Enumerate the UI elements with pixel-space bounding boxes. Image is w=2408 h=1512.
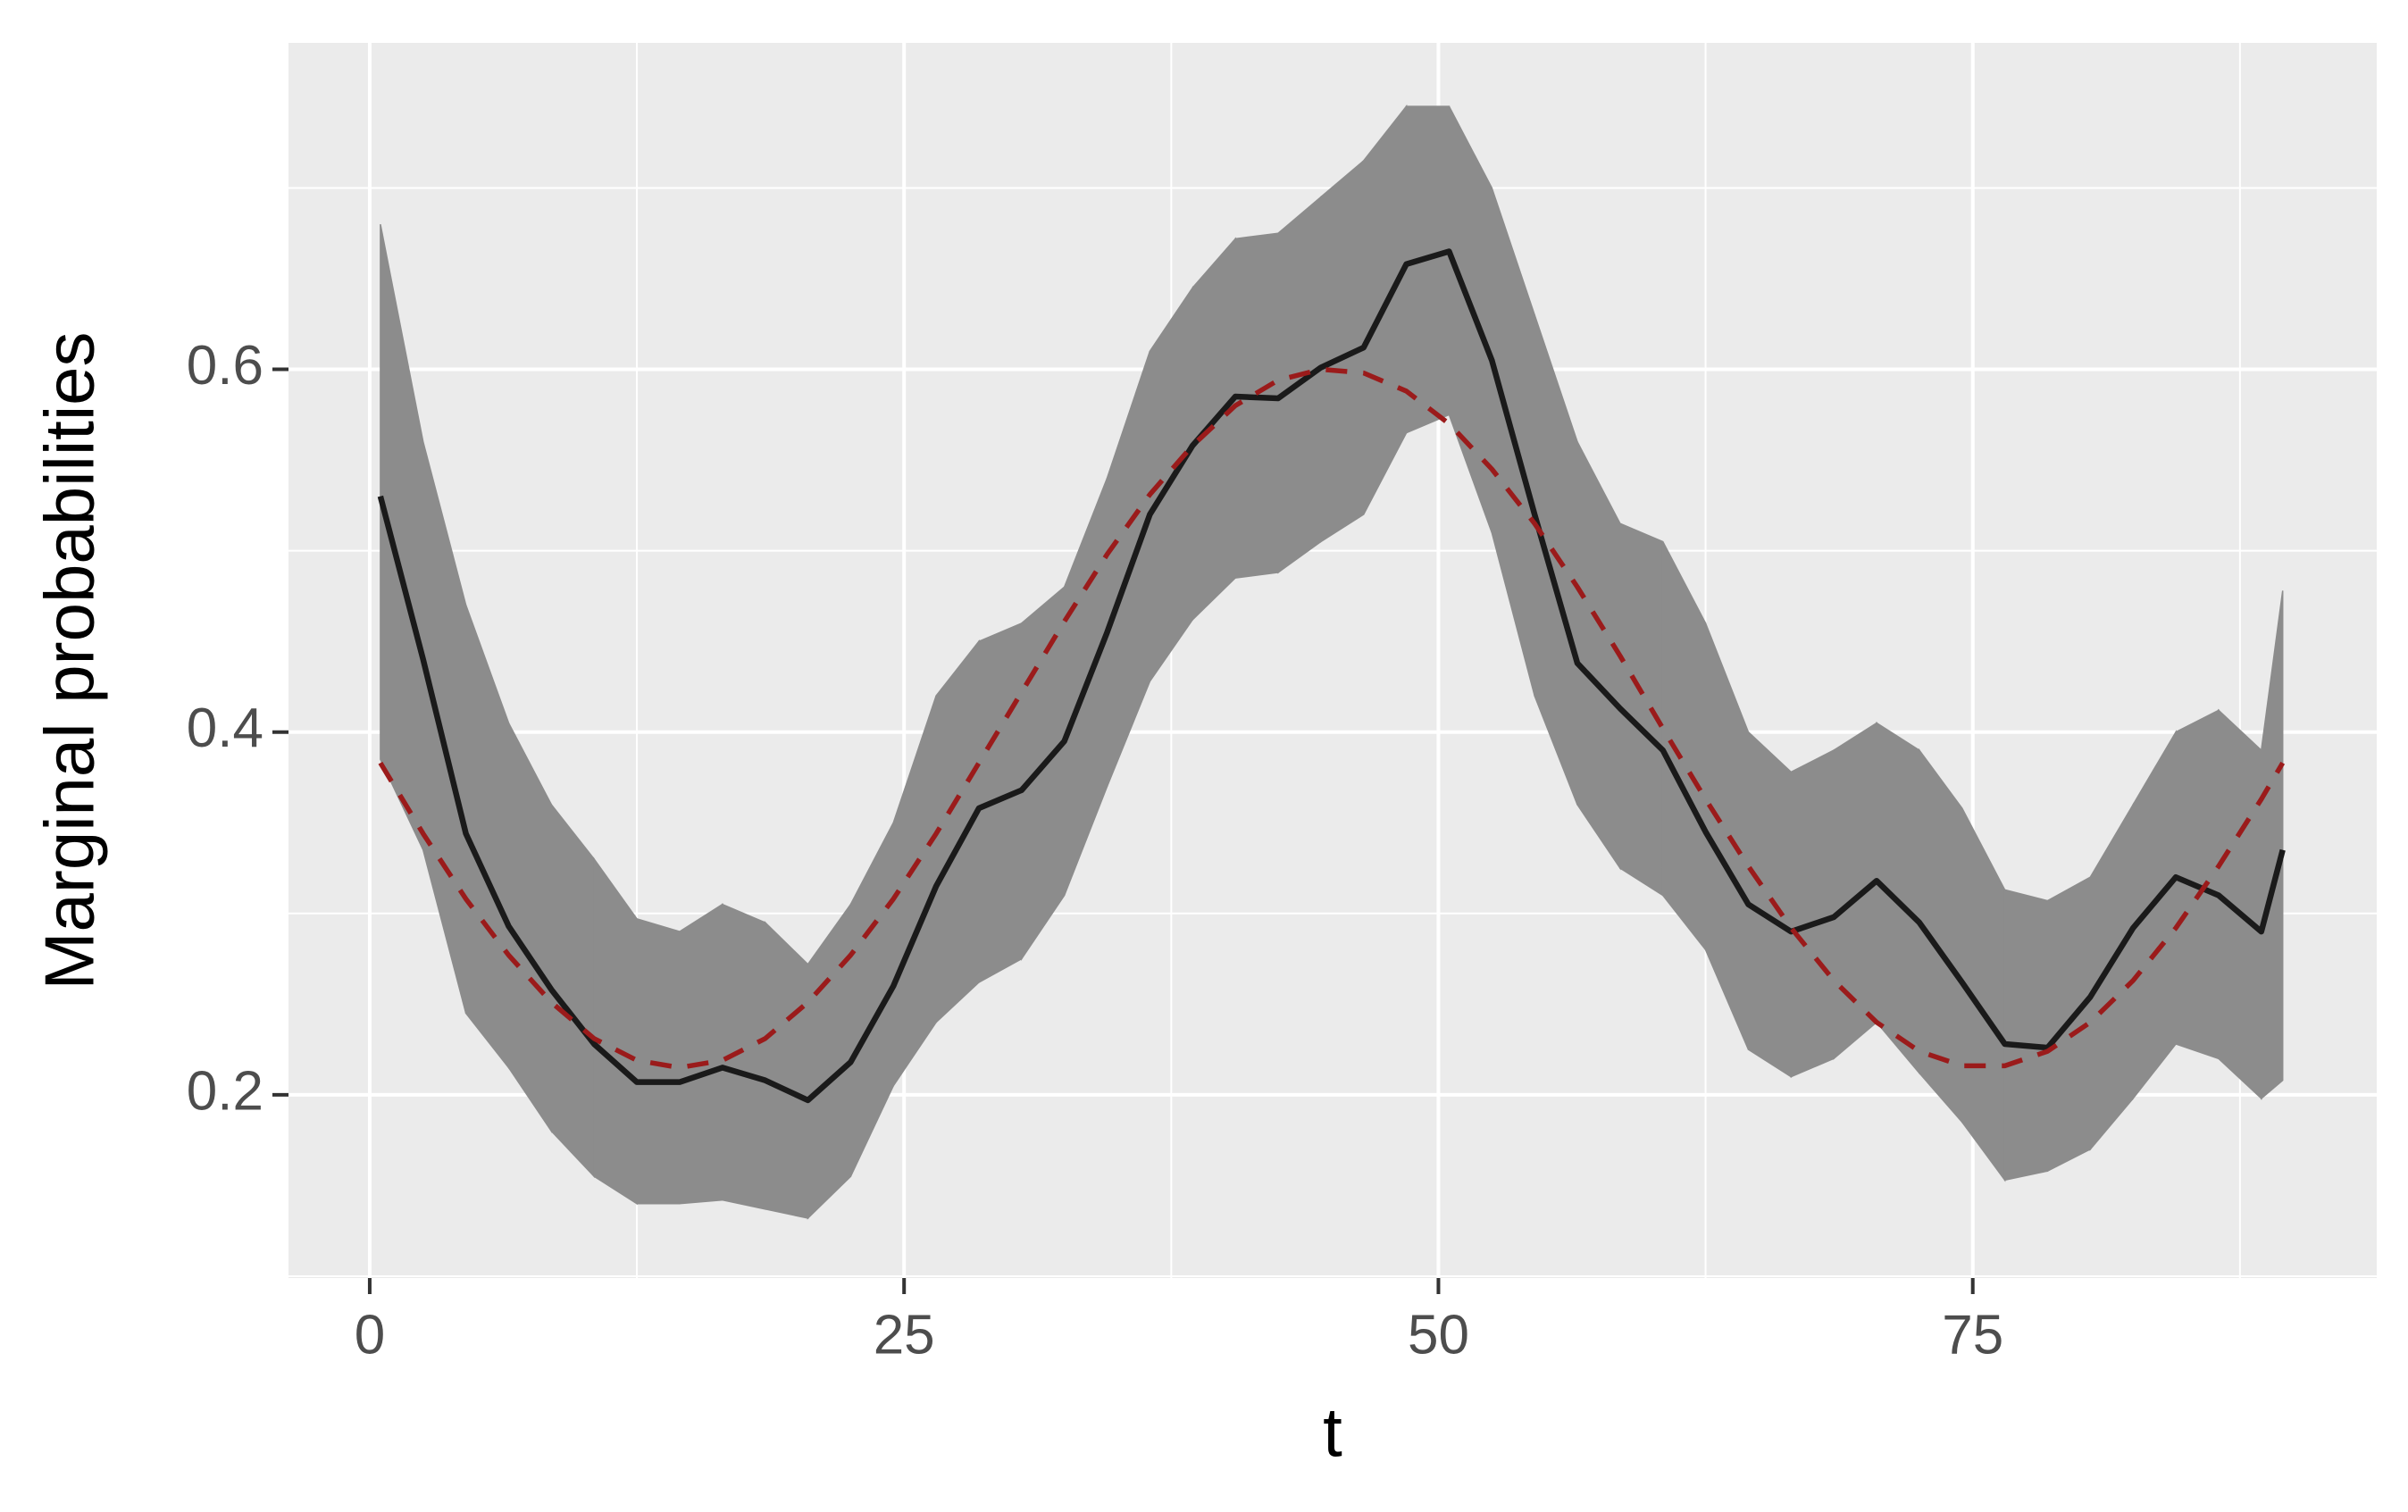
axes: 0.2 0.4 0.6 0 25 50 75: [187, 335, 2003, 1366]
ribbon-segment: [1021, 585, 1066, 962]
x-tick-label: 25: [874, 1304, 935, 1366]
ribbon-segment: [1619, 522, 1664, 897]
x-tick-label: 75: [1942, 1304, 2003, 1366]
marks: [377, 104, 2286, 1220]
x-tick-label: 0: [355, 1304, 385, 1366]
x-axis-title: t: [1323, 1393, 1342, 1472]
ribbon-segment: [2261, 590, 2284, 1100]
ribbon-segment: [2003, 889, 2049, 1182]
series-line: [377, 248, 2286, 1104]
ribbon-segment: [1234, 232, 1279, 579]
y-axis-title: Marginal probabilities: [30, 331, 109, 990]
ribbon-segment: [636, 917, 681, 1205]
ribbon-segment: [550, 802, 595, 1179]
x-tick-label: 50: [1408, 1304, 1469, 1366]
y-tick-label: 0.6: [187, 335, 263, 397]
ribbon-segment: [764, 921, 809, 1219]
ribbon-segment: [593, 856, 638, 1206]
ribbon-segment: [935, 639, 980, 1024]
y-tick-label: 0.4: [187, 698, 263, 759]
ribbon-segment: [1191, 237, 1236, 622]
ribbon-segment: [1833, 722, 1877, 1060]
y-tick-label: 0.2: [187, 1060, 263, 1122]
ribbon-segment: [1790, 748, 1835, 1078]
ribbon-segment: [679, 903, 723, 1205]
ribbon-segment: [1747, 730, 1793, 1078]
series-line: [378, 366, 2286, 1071]
ribbon-segment: [1405, 105, 1451, 434]
